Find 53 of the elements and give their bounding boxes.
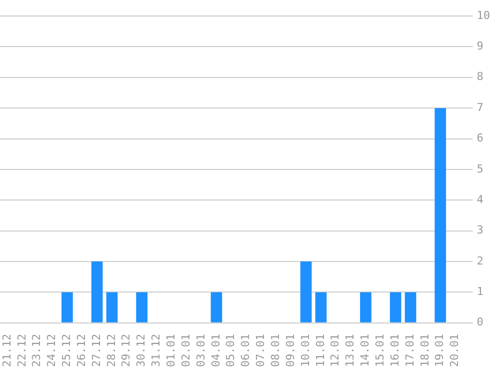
x-tick-label: 11.01 — [314, 334, 327, 368]
y-tick-label: 1 — [476, 285, 484, 298]
y-tick-label: 10 — [476, 8, 490, 22]
x-tick-label: 28.12 — [104, 334, 118, 368]
x-tick-label: 27.12 — [90, 334, 103, 368]
bar — [360, 292, 372, 322]
y-tick-label: 7 — [476, 100, 484, 114]
bar — [404, 292, 416, 322]
x-tick-label: 14.01 — [358, 334, 372, 368]
x-tick-label: 24.12 — [45, 334, 58, 368]
x-tick-label: 03.01 — [194, 334, 208, 368]
x-tick-label: 04.01 — [209, 334, 222, 368]
bar — [136, 292, 148, 322]
y-tick-label: 0 — [476, 316, 484, 329]
x-tick-label: 01.01 — [164, 334, 178, 368]
y-tick-label: 4 — [476, 192, 484, 206]
x-tick-label: 13.01 — [344, 334, 357, 368]
y-tick-label: 2 — [476, 254, 484, 268]
x-tick-label: 29.12 — [120, 334, 133, 368]
x-tick-label: 16.01 — [388, 334, 402, 368]
x-tick-label: 15.01 — [374, 334, 387, 368]
bar — [62, 292, 73, 322]
x-tick-label: 05.01 — [224, 334, 238, 368]
x-tick-label: 23.12 — [30, 334, 44, 368]
bar — [390, 292, 402, 322]
x-tick-label: 18.01 — [418, 334, 432, 368]
x-tick-label: 12.01 — [328, 334, 342, 368]
x-tick-label: 10.01 — [298, 334, 312, 368]
x-tick-label: 25.12 — [60, 334, 74, 368]
x-tick-label: 22.12 — [15, 334, 28, 368]
x-tick-label: 20.01 — [448, 334, 462, 368]
y-tick-label: 9 — [476, 40, 484, 53]
x-tick-label: 31.12 — [150, 334, 163, 368]
x-tick-label: 30.12 — [134, 334, 148, 368]
y-tick-label: 6 — [476, 132, 484, 145]
x-tick-label: 26.12 — [74, 334, 88, 368]
bar — [315, 292, 327, 322]
bar — [300, 262, 312, 322]
y-tick-label: 5 — [476, 162, 484, 176]
bar — [106, 292, 118, 322]
bar — [91, 262, 103, 322]
bar — [434, 108, 446, 322]
bar — [210, 292, 222, 322]
x-tick-label: 17.01 — [403, 334, 416, 368]
x-tick-label: 19.01 — [433, 334, 446, 368]
x-tick-label: 06.01 — [239, 334, 252, 368]
x-tick-label: 07.01 — [254, 334, 268, 368]
y-tick-label: 3 — [476, 224, 484, 237]
y-tick-label: 8 — [476, 70, 484, 84]
x-tick-label: 21.12 — [0, 334, 14, 368]
x-tick-label: 02.01 — [179, 334, 192, 368]
x-tick-label: 08.01 — [269, 334, 282, 368]
x-tick-label: 09.01 — [284, 334, 297, 368]
